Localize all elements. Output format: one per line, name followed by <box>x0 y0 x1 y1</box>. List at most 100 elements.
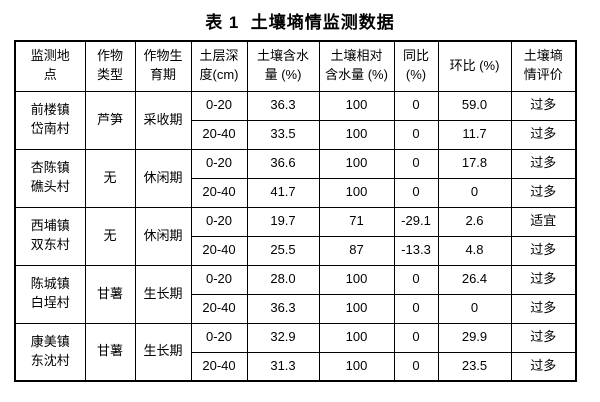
header-row: 监测地 点作物 类型 作物生 育期 土层深 度(cm) 土壤含水 量 (%) 土壤相对 … <box>14 40 577 92</box>
table-row: 杏陈镇 礁头村无休闲期 0-20 36.6 100 0 17.8 过多 <box>14 148 577 208</box>
cell-relative-moisture: 100 <box>318 322 395 353</box>
table-row: 20-40 31.3 100 0 23.5 过多 <box>15 351 577 382</box>
cell-stage: 采收期 <box>134 90 192 150</box>
cell-mom: 23.5 <box>437 351 512 382</box>
cell-crop: 芦笋 <box>84 90 136 150</box>
cell-mom: 17.8 <box>437 148 512 179</box>
cell-depth: 20-40 <box>190 351 248 382</box>
cell-moisture: 33.5 <box>246 119 320 150</box>
cell-yoy: 0 <box>393 293 439 324</box>
cell-depth: 20-40 <box>190 119 248 150</box>
cell-yoy: 0 <box>393 264 439 295</box>
cell-evaluation: 过多 <box>510 177 577 208</box>
cell-depth: 20-40 <box>190 293 248 324</box>
cell-mom: 59.0 <box>437 90 512 121</box>
cell-yoy: 0 <box>393 90 439 121</box>
column-header-moisture: 土壤含水 量 (%) <box>246 40 320 92</box>
cell-mom: 4.8 <box>437 235 512 266</box>
cell-evaluation: 过多 <box>510 351 577 382</box>
cell-mom: 26.4 <box>437 264 512 295</box>
cell-yoy: 0 <box>393 351 439 382</box>
cell-yoy: 0 <box>393 177 439 208</box>
cell-mom: 29.9 <box>437 322 512 353</box>
cell-yoy: -29.1 <box>393 206 439 237</box>
cell-relative-moisture: 100 <box>318 351 395 382</box>
cell-depth: 0-20 <box>190 264 248 295</box>
cell-relative-moisture: 100 <box>318 177 395 208</box>
cell-moisture: 36.6 <box>246 148 320 179</box>
cell-evaluation: 过多 <box>510 148 577 179</box>
soil-moisture-table: 监测地 点作物 类型 作物生 育期 土层深 度(cm) 土壤含水 量 (%) 土壤相对 … <box>14 40 577 382</box>
column-header-stage: 作物生 育期 <box>134 40 192 92</box>
cell-location: 杏陈镇 礁头村 <box>14 148 86 208</box>
cell-yoy: -13.3 <box>393 235 439 266</box>
cell-moisture: 31.3 <box>246 351 320 382</box>
cell-moisture: 19.7 <box>246 206 320 237</box>
cell-crop: 甘薯 <box>84 264 136 324</box>
cell-location: 陈城镇 白埕村 <box>14 264 86 324</box>
cell-yoy: 0 <box>393 148 439 179</box>
cell-mom: 2.6 <box>437 206 512 237</box>
cell-moisture: 25.5 <box>246 235 320 266</box>
cell-moisture: 36.3 <box>246 90 320 121</box>
cell-depth: 20-40 <box>190 235 248 266</box>
cell-stage: 休闲期 <box>134 148 192 208</box>
cell-mom: 0 <box>437 177 512 208</box>
table-row: 西埔镇 双东村无休闲期 0-20 19.7 71 -29.1 2.6 适宜 <box>14 206 577 266</box>
cell-evaluation: 过多 <box>510 235 577 266</box>
column-header-yoy: 同比 (%) <box>393 40 439 92</box>
cell-stage: 生长期 <box>134 322 192 382</box>
cell-relative-moisture: 87 <box>318 235 395 266</box>
cell-relative-moisture: 100 <box>318 90 395 121</box>
table-row: 康美镇 东沈村 甘薯 生长期 0-20 32.9 100 0 29.9 过多 <box>14 322 577 382</box>
column-header-relative-moisture: 土壤相对 含水量 (%) <box>318 40 395 92</box>
cell-yoy: 0 <box>393 322 439 353</box>
column-header-depth: 土层深 度(cm) <box>190 40 248 92</box>
cell-mom: 0 <box>437 293 512 324</box>
table-row: 前楼镇 岱南村 芦笋 采收期 0-20 36.3 100 0 59.0 过多 <box>14 90 577 150</box>
cell-moisture: 32.9 <box>246 322 320 353</box>
column-header-crop: 作物 类型 <box>84 40 136 92</box>
cell-moisture: 36.3 <box>246 293 320 324</box>
cell-depth: 0-20 <box>190 206 248 237</box>
table-header: 监测地 点作物 类型 作物生 育期 土层深 度(cm) 土壤含水 量 (%) 土壤相对 … <box>14 40 577 92</box>
table-title: 表 1 土壤墒情监测数据 <box>205 13 395 32</box>
cell-crop: 无 <box>84 148 136 208</box>
cell-relative-moisture: 100 <box>318 293 395 324</box>
cell-relative-moisture: 71 <box>318 206 395 237</box>
table-row: 20-40 25.5 87 -13.3 4.8 过多 <box>15 235 577 266</box>
cell-relative-moisture: 100 <box>318 119 395 150</box>
cell-depth: 0-20 <box>190 148 248 179</box>
cell-evaluation: 过多 <box>510 90 577 121</box>
cell-depth: 20-40 <box>190 177 248 208</box>
cell-evaluation: 过多 <box>510 119 577 150</box>
cell-mom: 11.7 <box>437 119 512 150</box>
column-header-mom: 环比 (%) <box>437 40 512 92</box>
cell-crop: 无 <box>84 206 136 266</box>
cell-evaluation: 适宜 <box>510 206 577 237</box>
cell-yoy: 0 <box>393 119 439 150</box>
cell-location: 康美镇 东沈村 <box>14 322 86 382</box>
column-header-location: 监测地 点 <box>14 40 86 92</box>
cell-evaluation: 过多 <box>510 322 577 353</box>
cell-depth: 0-20 <box>190 322 248 353</box>
table-body: 前楼镇 岱南村 芦笋 采收期 0-20 36.3 100 0 59.0 过多 20-40 33.5 1… <box>14 90 577 382</box>
table-row: 20-40 41.7 100 0 0 过多 <box>15 177 577 208</box>
cell-evaluation: 过多 <box>510 264 577 295</box>
cell-moisture: 41.7 <box>246 177 320 208</box>
cell-depth: 0-20 <box>190 90 248 121</box>
cell-stage: 生长期 <box>134 264 192 324</box>
table-row: 20-40 33.5 100 0 11.7 过多 <box>15 119 577 150</box>
cell-location: 西埔镇 双东村 <box>14 206 86 266</box>
cell-evaluation: 过多 <box>510 293 577 324</box>
column-header-evaluation: 土壤墒 情评价 <box>510 40 577 92</box>
cell-location: 前楼镇 岱南村 <box>14 90 86 150</box>
table-row: 陈城镇 白埕村 甘薯 生长期 0-20 28.0 100 0 26.4 过多 <box>14 264 577 324</box>
cell-stage: 休闲期 <box>134 206 192 266</box>
cell-relative-moisture: 100 <box>318 148 395 179</box>
cell-moisture: 28.0 <box>246 264 320 295</box>
cell-relative-moisture: 100 <box>318 264 395 295</box>
cell-crop: 甘薯 <box>84 322 136 382</box>
table-row: 20-40 36.3 100 0 0 过多 <box>15 293 577 324</box>
